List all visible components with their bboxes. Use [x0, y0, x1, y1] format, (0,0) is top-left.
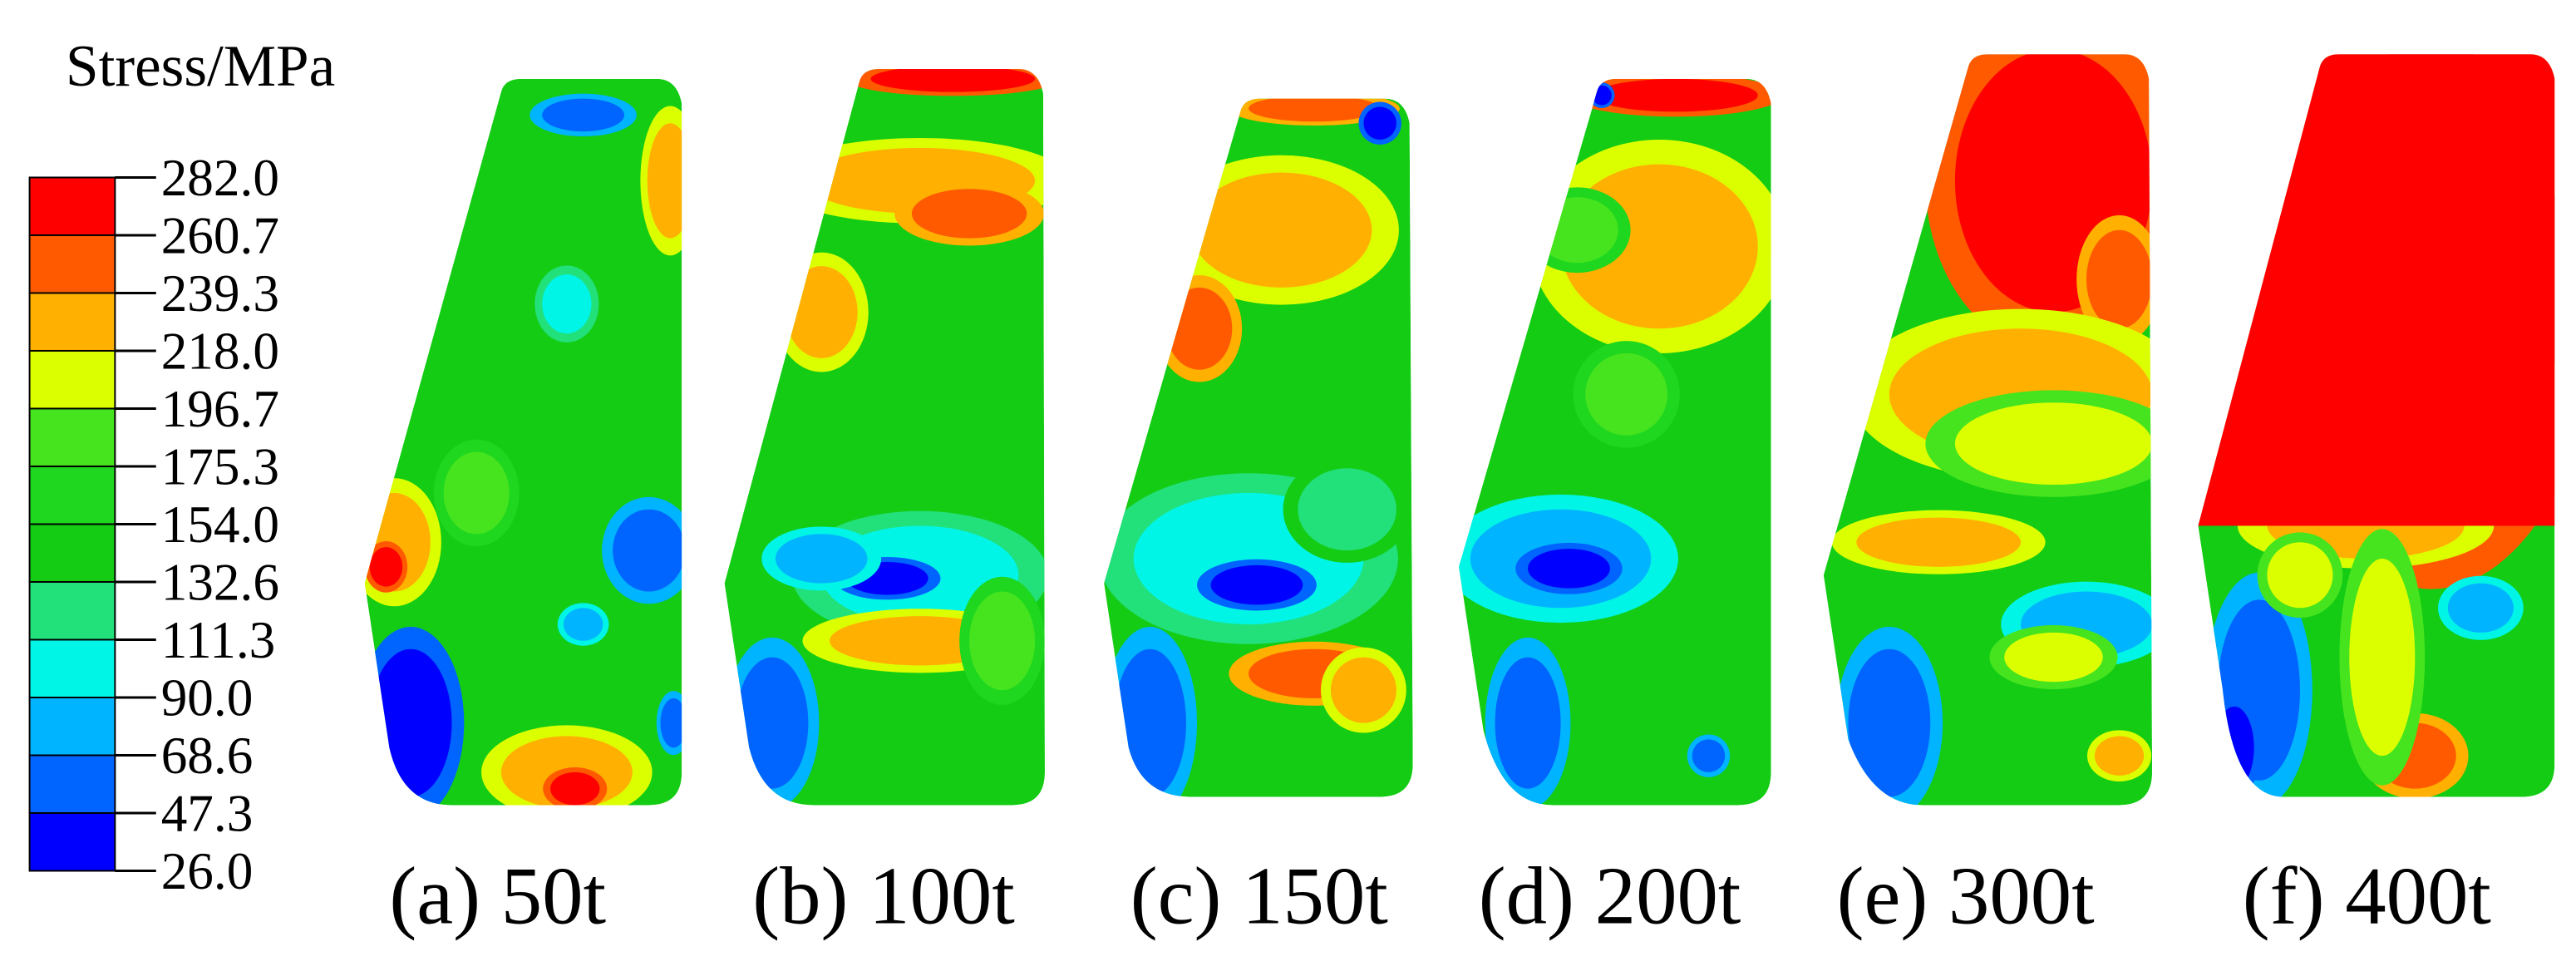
contour-blob — [2086, 229, 2153, 329]
contour-blob — [2198, 54, 2555, 526]
colorbar-label: 196.7 — [161, 380, 279, 438]
colorbar-band — [28, 697, 116, 757]
contour-blob — [369, 547, 403, 587]
contour-blob — [2267, 542, 2333, 609]
colorbar-label: 239.3 — [161, 264, 279, 323]
contour-blob — [443, 451, 510, 535]
colorbar-band — [28, 580, 116, 641]
contour-blob — [2004, 632, 2103, 683]
contour-panel — [1104, 98, 1413, 797]
contour-blob — [2447, 583, 2514, 633]
contour-blob — [1363, 106, 1396, 140]
colorbar-label: 154.0 — [161, 495, 279, 554]
colorbar-label: 26.0 — [161, 842, 254, 900]
contour-blob — [1856, 517, 2021, 567]
contour-panel — [1823, 54, 2153, 806]
contour-blob — [870, 69, 1036, 92]
contour-blob — [785, 266, 858, 358]
contour-blob — [1954, 402, 2153, 486]
colorbar-label: 132.6 — [161, 554, 279, 612]
colorbar-label: 90.0 — [161, 669, 254, 727]
contour-blob — [1495, 657, 1561, 789]
contour-blob — [660, 697, 682, 748]
colorbar-label: 47.3 — [161, 785, 254, 843]
contour-blob — [1114, 648, 1186, 797]
contour-blob — [911, 189, 1027, 239]
contour-blob — [550, 771, 600, 806]
contour-blob — [1298, 468, 1396, 551]
contour-blob — [1848, 648, 1931, 797]
contour-blob — [542, 274, 592, 334]
contour-blob — [1249, 98, 1381, 122]
contour-panel — [364, 78, 682, 806]
contour-blob — [1330, 657, 1396, 723]
colorbar-band — [28, 465, 116, 525]
colorbar-band — [28, 292, 116, 352]
colorbar-label: 260.7 — [161, 207, 279, 265]
colorbar-band — [28, 407, 116, 467]
contour-blob — [1592, 85, 1612, 106]
panel-label: (a) 50t — [389, 851, 606, 942]
contour-blob — [736, 657, 809, 789]
colorbar-band — [28, 523, 116, 583]
colorbar-label: 175.3 — [161, 438, 279, 496]
contour-blob — [1593, 78, 1758, 112]
colorbar-label: 111.3 — [161, 611, 276, 669]
contour-blob — [369, 648, 452, 797]
contour-blob — [969, 591, 1036, 691]
colorbar-label: 218.0 — [161, 323, 279, 381]
colorbar-label: 68.6 — [161, 727, 254, 785]
contour-blob — [613, 509, 682, 592]
panel-label: (e) 300t — [1837, 851, 2095, 942]
contour-blob — [1166, 287, 1233, 370]
contour-blob — [1210, 564, 1303, 605]
contour-blob — [1528, 549, 1610, 589]
panel-label: (b) 100t — [752, 851, 1015, 942]
contour-blob — [2349, 558, 2416, 757]
contour-panel — [2198, 54, 2555, 797]
contour-blob — [1535, 197, 1618, 264]
contour-blob — [2214, 706, 2254, 789]
panel-label: (c) 150t — [1130, 851, 1388, 942]
contour-blob — [563, 608, 603, 641]
contour-blob — [542, 98, 625, 132]
colorbar-band — [28, 638, 116, 698]
panel-label: (d) 200t — [1479, 851, 1741, 942]
contour-blob — [2094, 736, 2145, 776]
colorbar-band — [28, 234, 116, 294]
colorbar-label: 282.0 — [161, 149, 279, 207]
contour-panel — [724, 69, 1045, 806]
colorbar-band — [28, 754, 116, 814]
contour-blob — [1190, 172, 1372, 288]
contour-blob — [775, 534, 868, 584]
panel-label: (f) 400t — [2243, 851, 2491, 942]
contour-blob — [1585, 352, 1668, 436]
colorbar-band — [28, 812, 116, 872]
contour-blob — [1692, 739, 1726, 772]
legend-title: Stress/MPa — [66, 34, 335, 99]
contour-blob — [647, 123, 682, 239]
contour-panel — [1459, 78, 1771, 806]
colorbar-band — [28, 176, 116, 236]
colorbar-band — [28, 349, 116, 410]
